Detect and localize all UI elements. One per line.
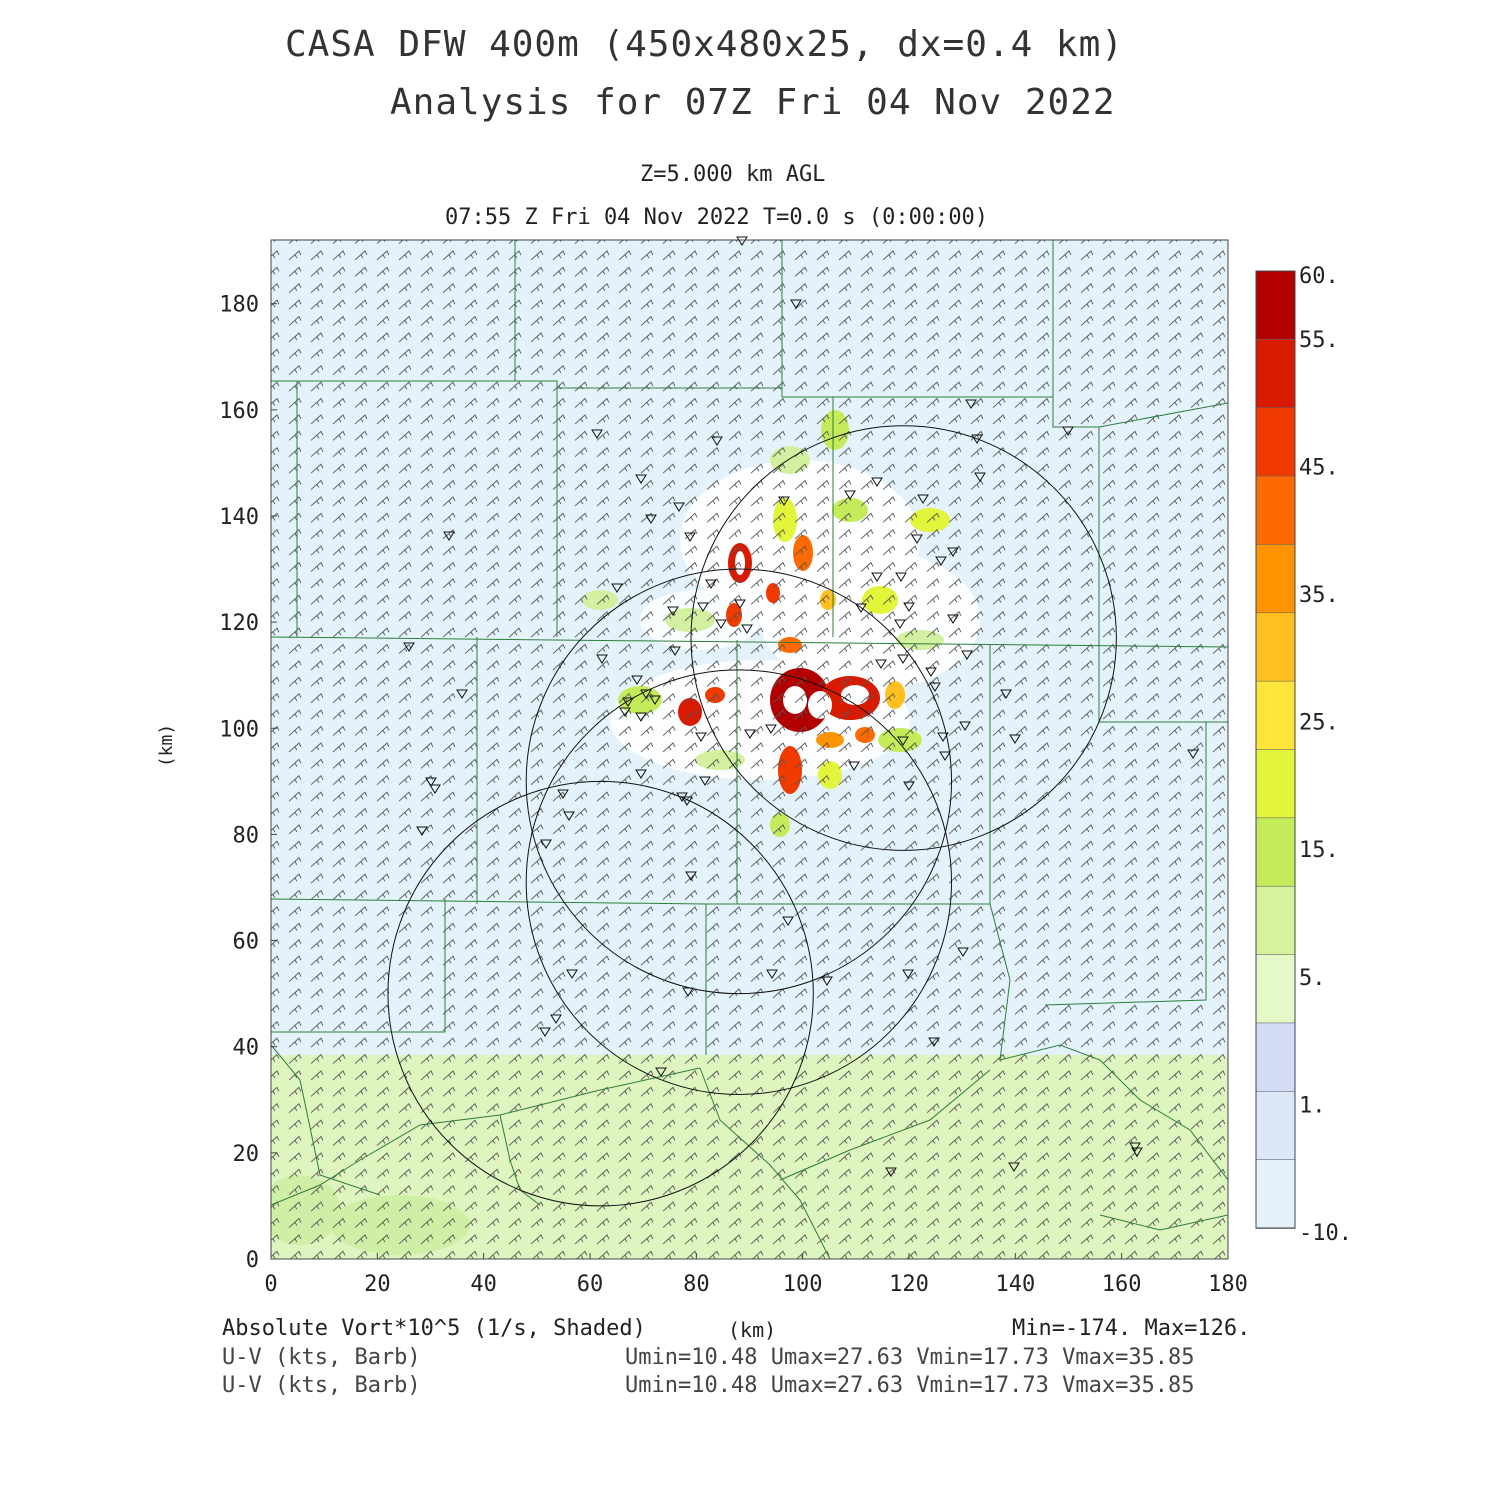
colorbar-label: 15. [1299, 838, 1339, 863]
range-ring-3 [690, 425, 1117, 851]
field2-label: U-V (kts, Barb) [222, 1345, 421, 1370]
x-tick-label: 160 [1102, 1272, 1142, 1297]
colorbar-label: 35. [1299, 583, 1339, 608]
x-tick-label: 60 [577, 1272, 604, 1297]
y-tick-label: 120 [219, 611, 259, 636]
level-label: Z=5.000 km AGL [640, 162, 826, 187]
field1-stats: Min=-174. Max=126. [1012, 1316, 1251, 1341]
colorbar-label: 1. [1299, 1093, 1326, 1118]
colorbar-swatch [1255, 544, 1296, 614]
y-axis-unit-label: (km) [156, 723, 178, 768]
field1-label: Absolute Vort*10^5 (1/s, Shaded) [222, 1316, 646, 1341]
x-tick-label: 120 [889, 1272, 929, 1297]
valid-time-label: 07:55 Z Fri 04 Nov 2022 T=0.0 s (0:00:00… [445, 205, 989, 230]
radar-range-rings [387, 425, 1117, 1207]
range-ring-1 [525, 669, 953, 1095]
x-tick-label: 180 [1208, 1272, 1248, 1297]
station-markers [403, 236, 1199, 1177]
field2-stats: Umin=10.48 Umax=27.63 Vmin=17.73 Vmax=35… [625, 1345, 1195, 1370]
colorbar-swatch [1255, 407, 1296, 477]
colorbar-swatch [1255, 680, 1296, 751]
x-tick-label: 40 [470, 1272, 497, 1297]
y-tick-label: 80 [233, 823, 260, 848]
colorbar-label: 60. [1299, 264, 1339, 289]
y-tick-label: 180 [219, 293, 259, 318]
colorbar-swatch [1255, 339, 1296, 409]
title-line2: Analysis for 07Z Fri 04 Nov 2022 [390, 82, 1116, 123]
colorbar-swatch [1255, 817, 1296, 888]
colorbar-swatch [1255, 954, 1296, 1024]
colorbar-swatch [1255, 612, 1296, 682]
colorbar-swatch [1255, 475, 1296, 546]
wind-barb-field [271, 240, 1228, 1259]
x-tick-label: 80 [683, 1272, 710, 1297]
colorbar-label: 55. [1299, 328, 1339, 353]
x-axis: 0 20 40 60 80 100 120 140 160 180 [264, 1253, 1248, 1297]
y-tick-label: 60 [233, 930, 260, 955]
colorbar-label: 45. [1299, 455, 1339, 480]
field3-label: U-V (kts, Barb) [222, 1373, 421, 1398]
county-boundaries [271, 240, 1228, 1259]
colorbar-label: 5. [1299, 966, 1326, 991]
colorbar: 60. 55. 45. 35. 25. 15. 5. 1. -10. [1255, 264, 1352, 1246]
colorbar-label: -10. [1299, 1221, 1352, 1246]
range-ring-0 [387, 780, 814, 1207]
colorbar-label: 25. [1299, 711, 1339, 736]
y-tick-label: 140 [219, 505, 259, 530]
colorbar-swatch [1255, 1022, 1296, 1093]
colorbar-swatch [1255, 885, 1296, 956]
x-tick-label: 20 [364, 1272, 391, 1297]
x-tick-label: 140 [995, 1272, 1035, 1297]
y-axis: 0 20 40 60 80 100 120 140 160 180 [219, 293, 277, 1273]
y-tick-label: 100 [219, 717, 259, 742]
x-axis-unit-label: (km) [728, 1318, 777, 1342]
y-tick-label: 0 [246, 1248, 259, 1273]
colorbar-swatch [1255, 1159, 1296, 1229]
colorbar-frame [1255, 270, 1296, 1229]
y-tick-label: 160 [219, 399, 259, 424]
y-tick-label: 20 [233, 1142, 260, 1167]
x-tick-label: 0 [264, 1272, 277, 1297]
y-tick-label: 40 [233, 1036, 260, 1061]
plot-frame [270, 239, 1229, 1260]
field3-stats: Umin=10.48 Umax=27.63 Vmin=17.73 Vmax=35… [625, 1373, 1195, 1398]
x-tick-label: 100 [783, 1272, 823, 1297]
range-ring-2 [525, 568, 953, 995]
title-line1: CASA DFW 400m (450x480x25, dx=0.4 km) [285, 24, 1124, 65]
colorbar-swatch [1255, 270, 1296, 341]
colorbar-swatch [1255, 749, 1296, 819]
colorbar-swatch [1255, 1090, 1296, 1161]
